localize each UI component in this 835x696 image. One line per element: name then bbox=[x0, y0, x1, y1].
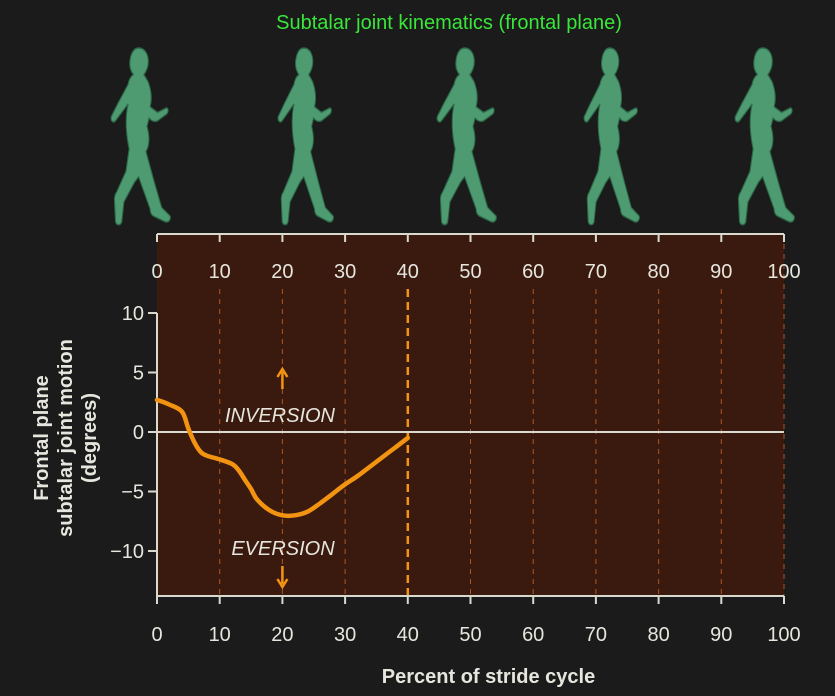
x-tick-label-top: 0 bbox=[151, 261, 162, 283]
x-tick-label-top: 100 bbox=[767, 261, 800, 283]
runner-icon bbox=[110, 47, 172, 226]
runner-icon bbox=[583, 47, 641, 226]
x-tick-label-top: 60 bbox=[522, 261, 544, 283]
chart-title: Subtalar joint kinematics (frontal plane… bbox=[276, 12, 622, 34]
eversion-arrow bbox=[276, 566, 289, 590]
y-axis-label-line: Frontal plane bbox=[31, 375, 53, 501]
y-axis-label-line: (degrees) bbox=[79, 393, 101, 483]
runner-icon bbox=[277, 47, 335, 226]
x-tick-label-bottom: 100 bbox=[767, 624, 800, 646]
x-axis-label: Percent of stride cycle bbox=[382, 666, 595, 688]
x-tick-label-top: 20 bbox=[271, 261, 293, 283]
x-tick-label-bottom: 60 bbox=[522, 624, 544, 646]
x-tick-label-bottom: 20 bbox=[271, 624, 293, 646]
x-tick-label-bottom: 70 bbox=[585, 624, 607, 646]
x-tick-label-top: 10 bbox=[209, 261, 231, 283]
inversion-arrow bbox=[276, 366, 289, 389]
y-tick-label: 0 bbox=[133, 422, 144, 444]
x-tick-label-bottom: 10 bbox=[209, 624, 231, 646]
runner-icon bbox=[436, 47, 498, 226]
plot-area bbox=[157, 234, 784, 596]
y-tick-label: −5 bbox=[121, 482, 144, 504]
x-tick-label-top: 50 bbox=[459, 261, 481, 283]
x-tick-label-bottom: 80 bbox=[647, 624, 669, 646]
x-tick-label-bottom: 40 bbox=[397, 624, 419, 646]
x-tick-label-bottom: 30 bbox=[334, 624, 356, 646]
subtalar-motion-line bbox=[154, 397, 411, 519]
y-tick-label: 10 bbox=[122, 303, 144, 325]
x-tick-label-bottom: 0 bbox=[151, 624, 162, 646]
x-tick-label-bottom: 50 bbox=[459, 624, 481, 646]
inversion-label: INVERSION bbox=[225, 405, 336, 427]
x-tick-label-top: 80 bbox=[647, 261, 669, 283]
x-tick-label-top: 70 bbox=[585, 261, 607, 283]
x-tick-label-top: 40 bbox=[397, 261, 419, 283]
x-tick-label-bottom: 90 bbox=[710, 624, 732, 646]
y-axis-label: Frontal plane subtalar joint motion (degre… bbox=[31, 339, 101, 537]
eversion-label: EVERSION bbox=[231, 538, 335, 560]
y-axis-label-line: subtalar joint motion bbox=[55, 339, 77, 537]
x-tick-label-top: 90 bbox=[710, 261, 732, 283]
x-tick-label-top: 30 bbox=[334, 261, 356, 283]
runner-icon bbox=[734, 47, 796, 226]
y-tick-label: −10 bbox=[110, 541, 144, 563]
y-tick-label: 5 bbox=[133, 363, 144, 385]
